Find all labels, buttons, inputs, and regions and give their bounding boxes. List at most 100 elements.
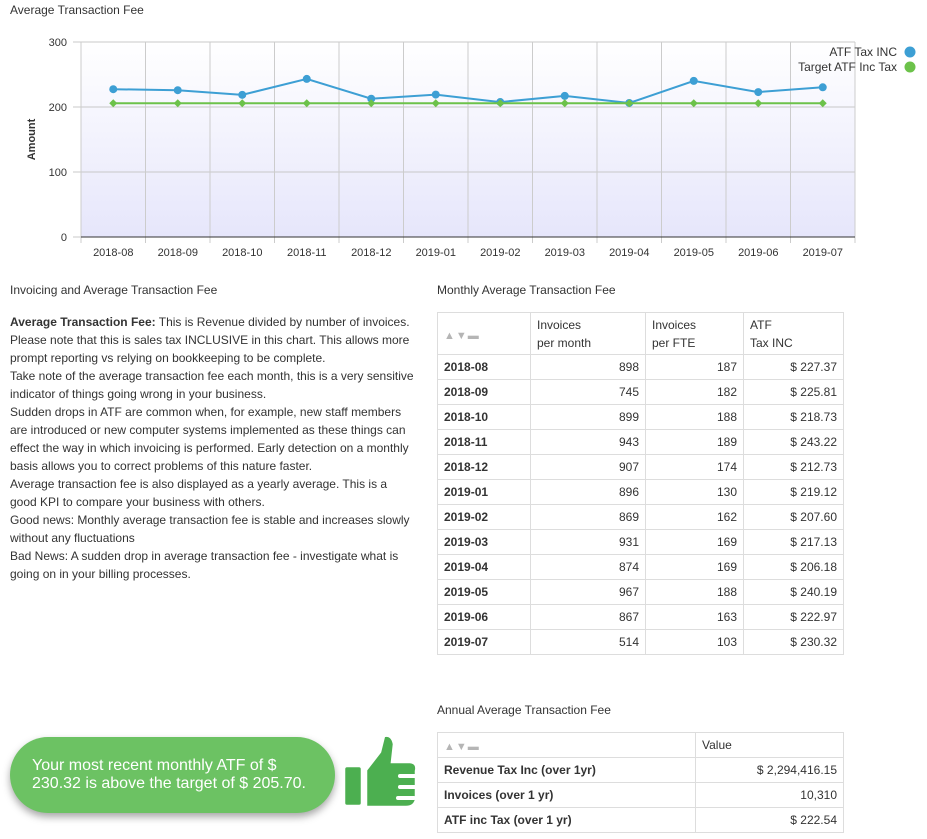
atf-status-banner: Your most recent monthly ATF of $ 230.32… [10,737,335,813]
month-cell: 2018-10 [437,404,531,430]
atf-cell: $ 222.97 [743,604,844,630]
invoices-per-fte-cell: 130 [645,479,744,505]
table-row: Invoices (over 1 yr) 10,310 [437,782,844,808]
data-point [367,99,376,108]
invoices-per-fte-cell: 189 [645,429,744,455]
col-invoices-per-fte[interactable]: Invoices per FTE [645,312,744,355]
sort-icon[interactable]: ▲▼▬ [444,329,480,342]
atf-description: Average Transaction Fee: This is Revenue… [10,313,415,583]
data-point [109,85,118,94]
data-point [173,99,182,108]
x-tick-label: 2019-06 [738,247,778,259]
month-cell: 2018-12 [437,454,531,480]
col-atf-tax-inc[interactable]: ATF Tax INC [743,312,844,355]
desc-p5: Good news: Monthly average transaction f… [10,513,410,545]
y-tick-label: 0 [61,232,67,244]
atf-cell: $ 218.73 [743,404,844,430]
atf-cell: $ 219.12 [743,479,844,505]
sort-control[interactable]: ▲▼▬ [437,732,696,758]
table-row: ATF inc Tax (over 1 yr) $ 222.54 [437,807,844,833]
invoices-per-fte-cell: 103 [645,629,744,655]
y-tick-label: 100 [49,167,67,179]
month-cell: 2019-01 [437,479,531,505]
invoices-per-month-cell: 745 [530,379,646,405]
invoices-per-fte-cell: 162 [645,504,744,530]
x-tick-label: 2019-05 [674,247,714,259]
table-row: 2019-07 514 103 $ 230.32 [437,629,844,655]
data-point [689,99,698,108]
x-tick-label: 2019-03 [545,247,585,259]
x-tick-label: 2019-04 [609,247,649,259]
month-cell: 2019-02 [437,504,531,530]
invoices-per-fte-cell: 187 [645,354,744,380]
sort-control[interactable]: ▲▼▬ [437,312,531,355]
annual-label-cell: Invoices (over 1 yr) [437,782,696,808]
month-cell: 2018-09 [437,379,531,405]
annual-value-cell: $ 2,294,416.15 [695,757,844,783]
annual-label-cell: Revenue Tax Inc (over 1yr) [437,757,696,783]
atf-cell: $ 225.81 [743,379,844,405]
atf-cell: $ 230.32 [743,629,844,655]
invoices-per-month-cell: 899 [530,404,646,430]
atf-cell: $ 212.73 [743,454,844,480]
data-point [173,86,182,95]
data-point [302,99,311,108]
data-point [560,99,569,108]
atf-cell: $ 206.18 [743,554,844,580]
invoices-per-fte-cell: 182 [645,379,744,405]
legend-marker [904,61,916,73]
x-tick-label: 2018-09 [158,247,198,259]
table-row: Revenue Tax Inc (over 1yr) $ 2,294,416.15 [437,757,844,783]
invoices-per-fte-cell: 163 [645,604,744,630]
legend-entry-label: Target ATF Inc Tax [798,60,897,74]
table-row: 2018-08 898 187 $ 227.37 [437,354,844,380]
x-tick-label: 2018-10 [222,247,262,259]
invoices-per-fte-cell: 169 [645,554,744,580]
data-point [689,76,698,85]
data-point [818,99,827,108]
invoices-per-month-cell: 514 [530,629,646,655]
series-line-0 [113,77,823,105]
month-cell: 2019-05 [437,579,531,605]
monthly-atf-table: ▲▼▬ Invoices per month Invoices per FTE AT… [437,312,844,655]
data-point [754,99,763,108]
table-row: 2019-02 869 162 $ 207.60 [437,504,844,530]
x-tick-label: 2018-11 [287,247,327,259]
month-cell: 2018-08 [437,354,531,380]
table-row: 2019-04 874 169 $ 206.18 [437,554,844,580]
data-point [109,99,118,108]
invoices-per-month-cell: 943 [530,429,646,455]
x-tick-label: 2018-12 [351,247,391,259]
atf-line-chart: 0 100 200 300 2018-08 2018-09 2018-10 2018-11 20… [26,37,916,259]
invoices-per-month-cell: 907 [530,454,646,480]
data-point [302,74,311,83]
table-row: 2018-10 899 188 $ 218.73 [437,404,844,430]
invoices-per-fte-cell: 174 [645,454,744,480]
chart-title: Average Transaction Fee [10,3,144,17]
data-point [238,90,247,99]
col-invoices-per-month[interactable]: Invoices per month [530,312,646,355]
thumbs-up-icon [342,734,418,809]
atf-cell: $ 243.22 [743,429,844,455]
sort-icon[interactable]: ▲▼▬ [444,740,480,753]
annual-table-title: Annual Average Transaction Fee [437,703,611,717]
data-point [754,88,763,97]
month-cell: 2019-04 [437,554,531,580]
legend-marker [904,46,916,58]
invoices-per-month-cell: 867 [530,604,646,630]
desc-p3: Sudden drops in ATF are common when, for… [10,405,409,473]
invoices-per-month-cell: 869 [530,504,646,530]
invoices-per-month-cell: 967 [530,579,646,605]
invoices-per-month-cell: 896 [530,479,646,505]
annual-label-cell: ATF inc Tax (over 1 yr) [437,807,696,833]
data-point [431,99,440,108]
invoicing-section-title: Invoicing and Average Transaction Fee [10,283,218,297]
invoices-per-month-cell: 931 [530,529,646,555]
y-tick-label: 300 [49,37,67,49]
y-axis-label: Amount [26,118,38,160]
x-tick-label: 2019-07 [803,247,843,259]
data-point [238,99,247,108]
col-value[interactable]: Value [695,732,844,758]
desc-p6: Bad News: A sudden drop in average trans… [10,549,399,581]
desc-p4: Average transaction fee is also displaye… [10,477,388,509]
